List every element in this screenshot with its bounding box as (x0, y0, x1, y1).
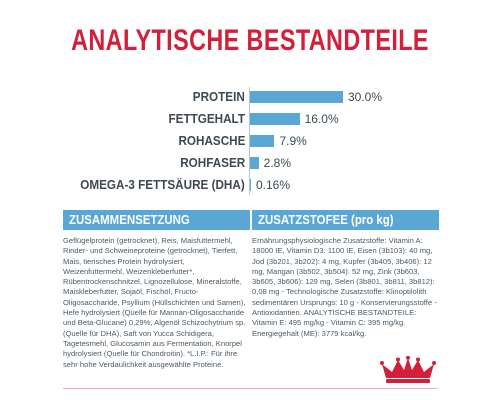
analytics-bar (250, 135, 275, 147)
composition-heading-text: ZUSAMMENSETZUNG (69, 212, 190, 227)
additives-heading: ZUSATZSTOFEE (pro kg) (252, 210, 439, 230)
composition-heading: ZUSAMMENSETZUNG (63, 210, 250, 230)
analytics-value: 30.0% (348, 90, 383, 104)
crown-icon (380, 356, 436, 383)
page-title: ANALYTISCHE BESTANDTEILE (71, 24, 429, 57)
analytics-bar (250, 91, 343, 103)
analytics-label: FETTGEHALT (168, 111, 245, 126)
analytics-row-omega3: OMEGA-3 FETTSÄURE (DHA) 0.16% (0, 177, 500, 193)
bottom-divider (63, 388, 437, 389)
analytics-bar (250, 179, 251, 191)
analytics-value: 16.0% (304, 112, 339, 126)
analytics-value: 0.16% (256, 178, 291, 192)
additives-heading-text: ZUSATZSTOFEE (pro kg) (258, 212, 394, 227)
analytics-label: ROHFASER (179, 155, 245, 170)
analytics-bar (250, 157, 259, 169)
analytics-label: ROHASCHE (178, 133, 245, 148)
analytics-label: OMEGA-3 FETTSÄURE (DHA) (80, 177, 245, 192)
additives-text: Ernährungsphysiologische Zusatzstoffe: V… (252, 236, 437, 338)
analytics-value: 7.9% (279, 134, 307, 148)
analytics-value: 2.8% (263, 156, 292, 170)
analytics-row-fettgehalt: FETTGEHALT 16.0% (0, 111, 500, 127)
analytics-row-protein: PROTEIN 30.0% (0, 89, 500, 105)
royal-canin-logo (380, 356, 436, 383)
analytics-row-rohfaser: ROHFASER 2.8% (0, 155, 500, 171)
analytics-bar (250, 113, 300, 125)
analytics-label: PROTEIN (192, 89, 245, 104)
composition-text: Geflügelprotein (getrocknet), Reis, Mais… (63, 236, 246, 369)
analytics-row-rohasche: ROHASCHE 7.9% (0, 133, 500, 149)
bar-axis (249, 87, 250, 195)
